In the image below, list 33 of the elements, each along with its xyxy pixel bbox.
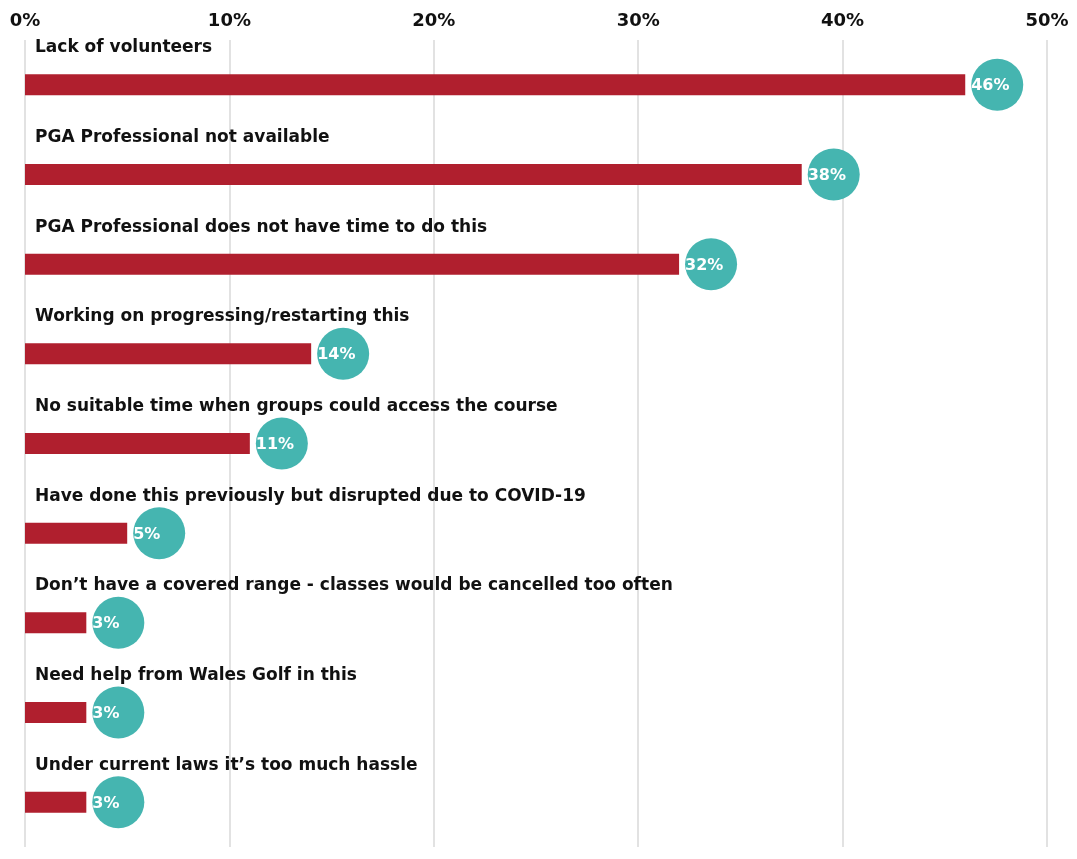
bar xyxy=(25,791,87,813)
data-label: 11% xyxy=(255,434,295,453)
bar xyxy=(25,74,966,96)
y-tick-label: Under current laws it’s too much hassle xyxy=(35,753,418,774)
x-tick-label: 20% xyxy=(412,8,456,30)
bar xyxy=(25,612,87,634)
y-tick-label: PGA Professional not available xyxy=(35,126,330,146)
bar xyxy=(25,702,87,723)
bar xyxy=(25,343,312,365)
data-label: 32% xyxy=(685,254,724,274)
y-tick-label: Lack of volunteers xyxy=(35,36,213,57)
bar xyxy=(25,433,250,454)
bar xyxy=(25,253,680,275)
y-tick-label: Need help from Wales Golf in this xyxy=(35,664,357,684)
y-tick-label: PGA Professional does not have time to do this xyxy=(35,215,488,236)
data-label: 3% xyxy=(92,613,120,633)
bar xyxy=(25,522,128,544)
data-label: 14% xyxy=(317,344,356,364)
y-tick-label: Have done this previously but disrupted due to COVID-19 xyxy=(35,484,586,505)
y-tick-label: No suitable time when groups could access the course xyxy=(35,395,558,415)
bar xyxy=(25,164,802,185)
x-tick-label: 10% xyxy=(207,8,251,30)
x-tick-label: 0% xyxy=(9,8,41,30)
data-label: 5% xyxy=(133,523,161,543)
data-label: 3% xyxy=(92,792,120,812)
data-label: 3% xyxy=(92,703,120,722)
data-label: 46% xyxy=(971,75,1010,95)
x-tick-label: 50% xyxy=(1025,8,1069,30)
data-label: 38% xyxy=(807,165,847,184)
y-tick-label: Don’t have a covered range - classes would be cancelled too often xyxy=(35,574,673,595)
x-tick-label: 40% xyxy=(821,8,865,30)
x-tick-label: 30% xyxy=(616,8,660,30)
y-tick-label: Working on progressing/restarting this xyxy=(35,305,410,326)
